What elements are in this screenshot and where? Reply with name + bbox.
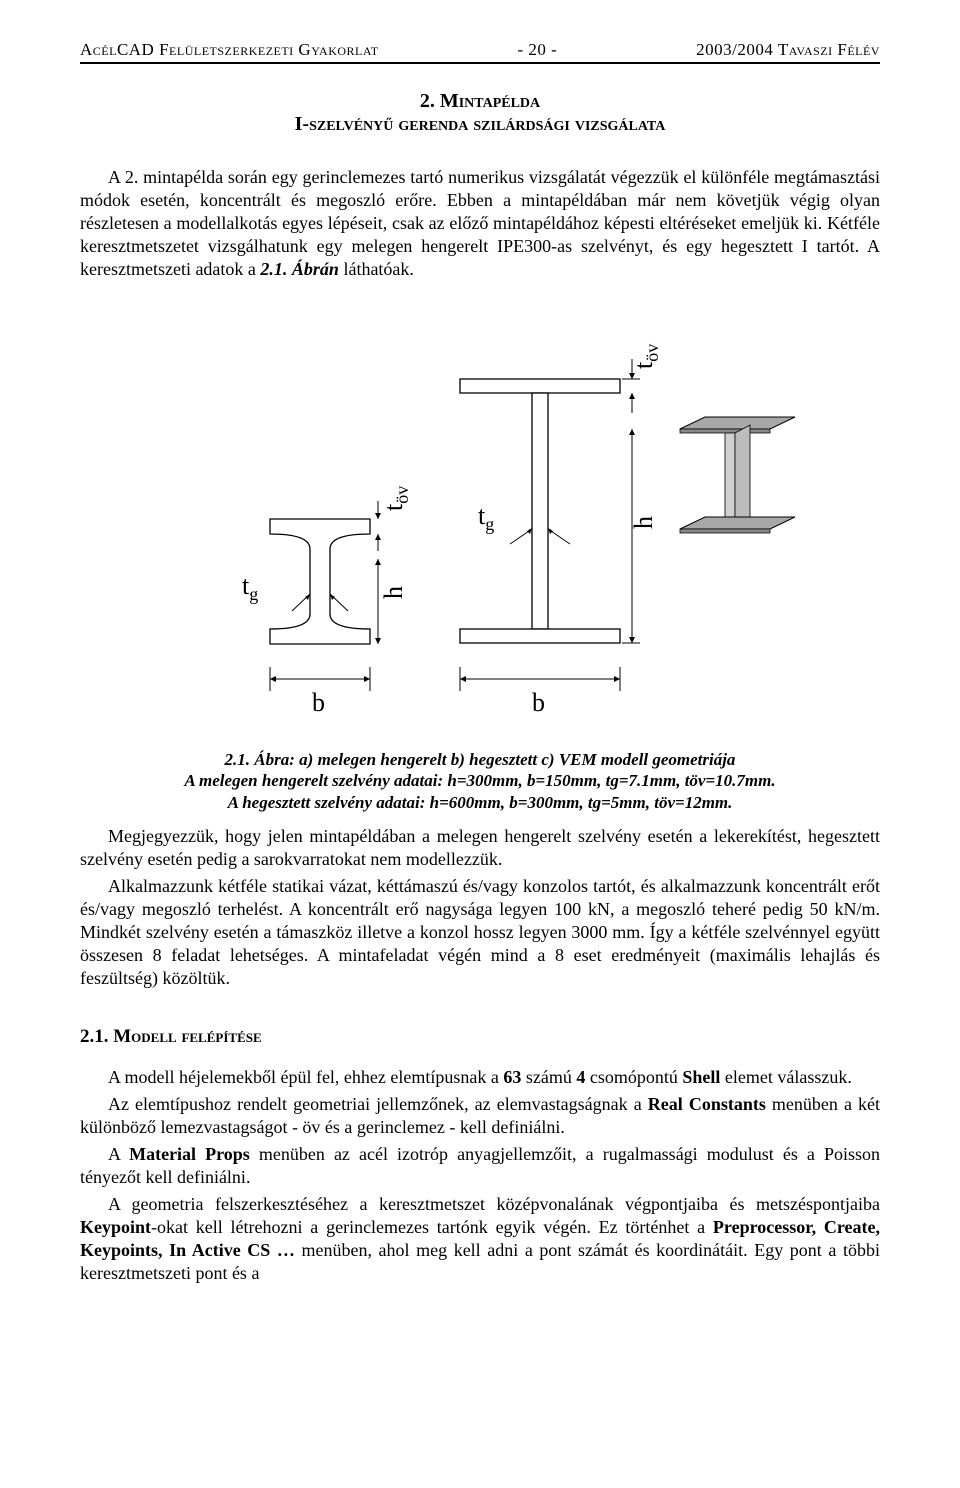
svg-text:b: b: [312, 688, 325, 717]
p5b: Real Constants: [648, 1094, 766, 1114]
figure-caption: 2.1. Ábra: a) melegen hengerelt b) heges…: [80, 749, 880, 813]
svg-text:tg: tg: [478, 501, 494, 534]
para-1-em: 2.1. Ábrán: [260, 259, 339, 279]
page-header: AcélCAD Felületszerkezeti Gyakorlat - 20…: [80, 40, 880, 60]
title-word: Mintapélda: [440, 90, 540, 112]
svg-text:töv: töv: [379, 486, 412, 511]
p6b: Material Props: [129, 1144, 250, 1164]
header-center: - 20 -: [517, 40, 557, 60]
section-c: [680, 417, 795, 533]
caption-l3: A hegesztett szelvény adatai: h=600mm, b…: [80, 792, 880, 813]
figure-2-1: tg töv h: [80, 299, 880, 729]
title-line2: I-szelvényű gerenda szilárdsági vizsgála…: [80, 113, 880, 136]
section-b: töv h tg: [460, 344, 662, 717]
svg-text:tg: tg: [242, 571, 258, 604]
caption-l2: A melegen hengerelt szelvény adatai: h=3…: [80, 770, 880, 791]
p4d: 4: [576, 1067, 585, 1087]
para-7: A geometria felszerkesztéséhez a kereszt…: [80, 1193, 880, 1285]
p4e: csomópontú: [585, 1067, 682, 1087]
para-6: A Material Props menüben az acél izotróp…: [80, 1143, 880, 1189]
p4a: A modell héjelemekből épül fel, ehhez el…: [108, 1067, 503, 1087]
title-line1: 2. Mintapélda: [80, 90, 880, 113]
p4g: elemet válasszuk.: [720, 1067, 851, 1087]
para-1b: láthatóak.: [339, 259, 414, 279]
svg-text:töv: töv: [629, 344, 662, 369]
svg-text:h: h: [379, 586, 408, 599]
para-1a: A 2. mintapélda során egy gerinclemezes …: [80, 167, 880, 279]
para-2: Megjegyezzük, hogy jelen mintapéldában a…: [80, 825, 880, 871]
caption-l1: 2.1. Ábra: a) melegen hengerelt b) heges…: [80, 749, 880, 770]
section-2-1-heading: 2.1. Modell felépítése: [80, 1026, 880, 1048]
section-a: tg töv h: [242, 486, 412, 717]
para-4: A modell héjelemekből épül fel, ehhez el…: [80, 1066, 880, 1089]
p5a: Az elemtípushoz rendelt geometriai jelle…: [108, 1094, 648, 1114]
header-right: 2003/2004 Tavaszi Félév: [696, 40, 880, 60]
svg-text:b: b: [532, 688, 545, 717]
p4f: Shell: [682, 1067, 720, 1087]
para-1: A 2. mintapélda során egy gerinclemezes …: [80, 166, 880, 281]
header-rule: [80, 62, 880, 64]
p7c: -okat kell létrehozni a gerinclemezes ta…: [151, 1217, 713, 1237]
p4b: 63: [503, 1067, 521, 1087]
title-block: 2. Mintapélda I-szelvényű gerenda szilár…: [80, 90, 880, 136]
p7a: A geometria felszerkesztéséhez a kereszt…: [108, 1194, 880, 1214]
p6a: A: [108, 1144, 129, 1164]
figure-svg: tg töv h: [160, 299, 800, 729]
title-number: 2.: [420, 90, 440, 112]
p4c: számú: [521, 1067, 576, 1087]
para-5: Az elemtípushoz rendelt geometriai jelle…: [80, 1093, 880, 1139]
para-3: Alkalmazzunk kétféle statikai vázat, két…: [80, 875, 880, 990]
header-left: AcélCAD Felületszerkezeti Gyakorlat: [80, 40, 379, 60]
p7b: Keypoint: [80, 1217, 151, 1237]
svg-text:h: h: [629, 516, 658, 529]
